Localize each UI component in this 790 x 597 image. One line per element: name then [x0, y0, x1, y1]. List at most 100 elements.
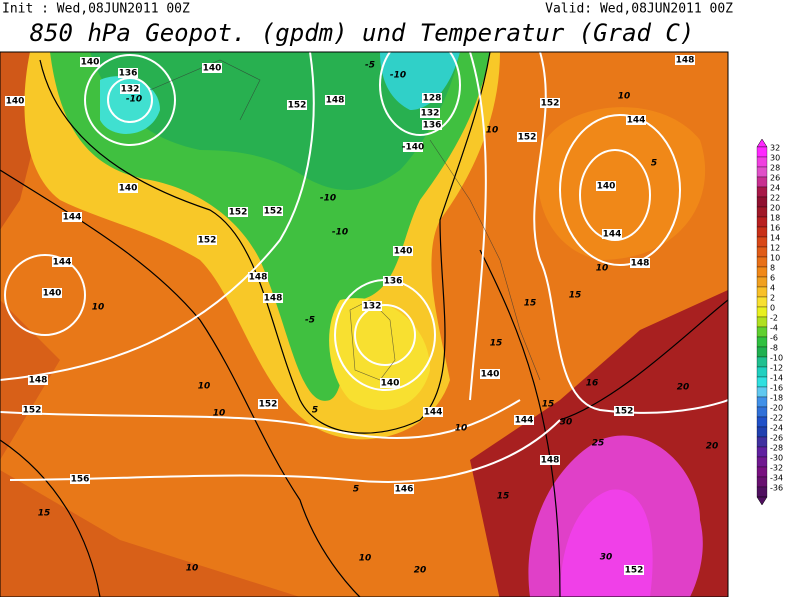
temperature-label: 15 — [524, 299, 537, 309]
colorbar-swatch — [756, 166, 768, 178]
colorbar-swatch — [756, 346, 768, 358]
geopotential-label: 140 — [43, 289, 62, 299]
colorbar-label: 18 — [770, 214, 780, 223]
temperature-label: 5 — [651, 159, 657, 169]
label-bg — [80, 57, 100, 67]
geopotential-label: 152 — [625, 566, 644, 576]
label-bg — [602, 229, 622, 239]
colorbar-label: -28 — [770, 444, 783, 453]
colorbar-swatch — [756, 416, 768, 428]
temperature-label: 10 — [359, 554, 372, 564]
colorbar-swatch — [756, 456, 768, 468]
temperature-label: -10 — [390, 71, 406, 81]
label-bg — [5, 96, 25, 106]
colorbar-swatch — [756, 236, 768, 248]
temperature-label: 15 — [569, 291, 582, 301]
label-bg — [62, 212, 82, 222]
label-bg — [52, 257, 72, 267]
temperature-label: 10 — [198, 382, 211, 392]
geopotential-label: 136 — [384, 277, 403, 287]
geopotential-label: 156 — [71, 475, 90, 485]
colorbar-label: -20 — [770, 404, 783, 413]
temperature-label: 20 — [414, 566, 427, 576]
colorbar-label: 8 — [770, 264, 775, 273]
colorbar-swatch — [756, 406, 768, 418]
colorbar-swatch — [756, 156, 768, 168]
colorbar-label: 16 — [770, 224, 780, 233]
valid-time: Valid: Wed,08JUN2011 00Z — [545, 2, 733, 17]
geopotential-label: 132 — [121, 85, 140, 95]
colorbar-swatch — [756, 216, 768, 228]
geopotential-label: 140 — [381, 379, 400, 389]
geopotential-label: 148 — [676, 56, 695, 66]
label-bg — [393, 246, 413, 256]
label-bg — [403, 142, 423, 152]
label-bg — [22, 405, 42, 415]
colorbar-label: -30 — [770, 454, 783, 463]
colorbar-label: -36 — [770, 484, 783, 493]
init-time: Init : Wed,08JUN2011 00Z — [2, 2, 190, 17]
colorbar-swatch — [756, 196, 768, 208]
geopotential-label: 128 — [423, 94, 442, 104]
colorbar-label: 6 — [770, 274, 775, 283]
label-bg — [624, 565, 644, 575]
colorbar-label: 20 — [770, 204, 780, 213]
colorbar-label: -18 — [770, 394, 783, 403]
label-bg — [630, 258, 650, 268]
temperature-label: 15 — [497, 492, 510, 502]
colorbar-label: -34 — [770, 474, 783, 483]
geopotential-label: 132 — [421, 109, 440, 119]
colorbar-label: -6 — [770, 334, 778, 343]
label-bg — [422, 120, 442, 130]
temperature-label: 25 — [592, 439, 605, 449]
label-bg — [287, 100, 307, 110]
colorbar-swatch — [756, 306, 768, 318]
geopotential-label: 152 — [198, 236, 217, 246]
geopotential-label: 152 — [23, 406, 42, 416]
colorbar-swatch — [756, 366, 768, 378]
temperature-label: -5 — [365, 61, 375, 71]
label-bg — [263, 293, 283, 303]
label-bg — [423, 407, 443, 417]
colorbar-swatch — [756, 476, 768, 488]
colorbar-label: -22 — [770, 414, 783, 423]
colorbar-label: 2 — [770, 294, 775, 303]
label-bg — [596, 181, 616, 191]
geopotential-label: 144 — [53, 258, 72, 268]
colorbar-swatch — [756, 446, 768, 458]
temperature-label: 30 — [600, 553, 613, 563]
geopotential-label: 146 — [395, 485, 414, 495]
colorbar-label: -4 — [770, 324, 778, 333]
colorbar-swatch — [756, 256, 768, 268]
geopotential-label: 152 — [541, 99, 560, 109]
geopotential-label: 136 — [423, 121, 442, 131]
geopotential-label: 152 — [615, 407, 634, 417]
colorbar-label: 10 — [770, 254, 780, 263]
label-bg — [118, 183, 138, 193]
geopotential-label: 144 — [627, 116, 646, 126]
geopotential-label: 136 — [119, 69, 138, 79]
geopotential-label: 148 — [29, 376, 48, 386]
colorbar-label: 28 — [770, 164, 780, 173]
label-bg — [422, 93, 442, 103]
geopotential-label: -140 — [402, 143, 425, 153]
geopotential-label: 148 — [326, 96, 345, 106]
label-bg — [383, 276, 403, 286]
geopotential-label: 148 — [541, 456, 560, 466]
label-bg — [197, 235, 217, 245]
colorbar-swatch — [756, 206, 768, 218]
geopotential-label: 140 — [597, 182, 616, 192]
geopotential-label: 148 — [631, 259, 650, 269]
colorbar-swatch — [756, 386, 768, 398]
colorbar-swatch — [756, 436, 768, 448]
colorbar-label: 24 — [770, 184, 780, 193]
label-bg — [540, 455, 560, 465]
colorbar-label: 26 — [770, 174, 780, 183]
label-bg — [614, 406, 634, 416]
map-frame — [0, 51, 729, 597]
colorbar-swatch — [756, 266, 768, 278]
label-bg — [263, 206, 283, 216]
colorbar-label: 22 — [770, 194, 780, 203]
colorbar-label: -10 — [770, 354, 783, 363]
temperature-label: 16 — [586, 379, 599, 389]
